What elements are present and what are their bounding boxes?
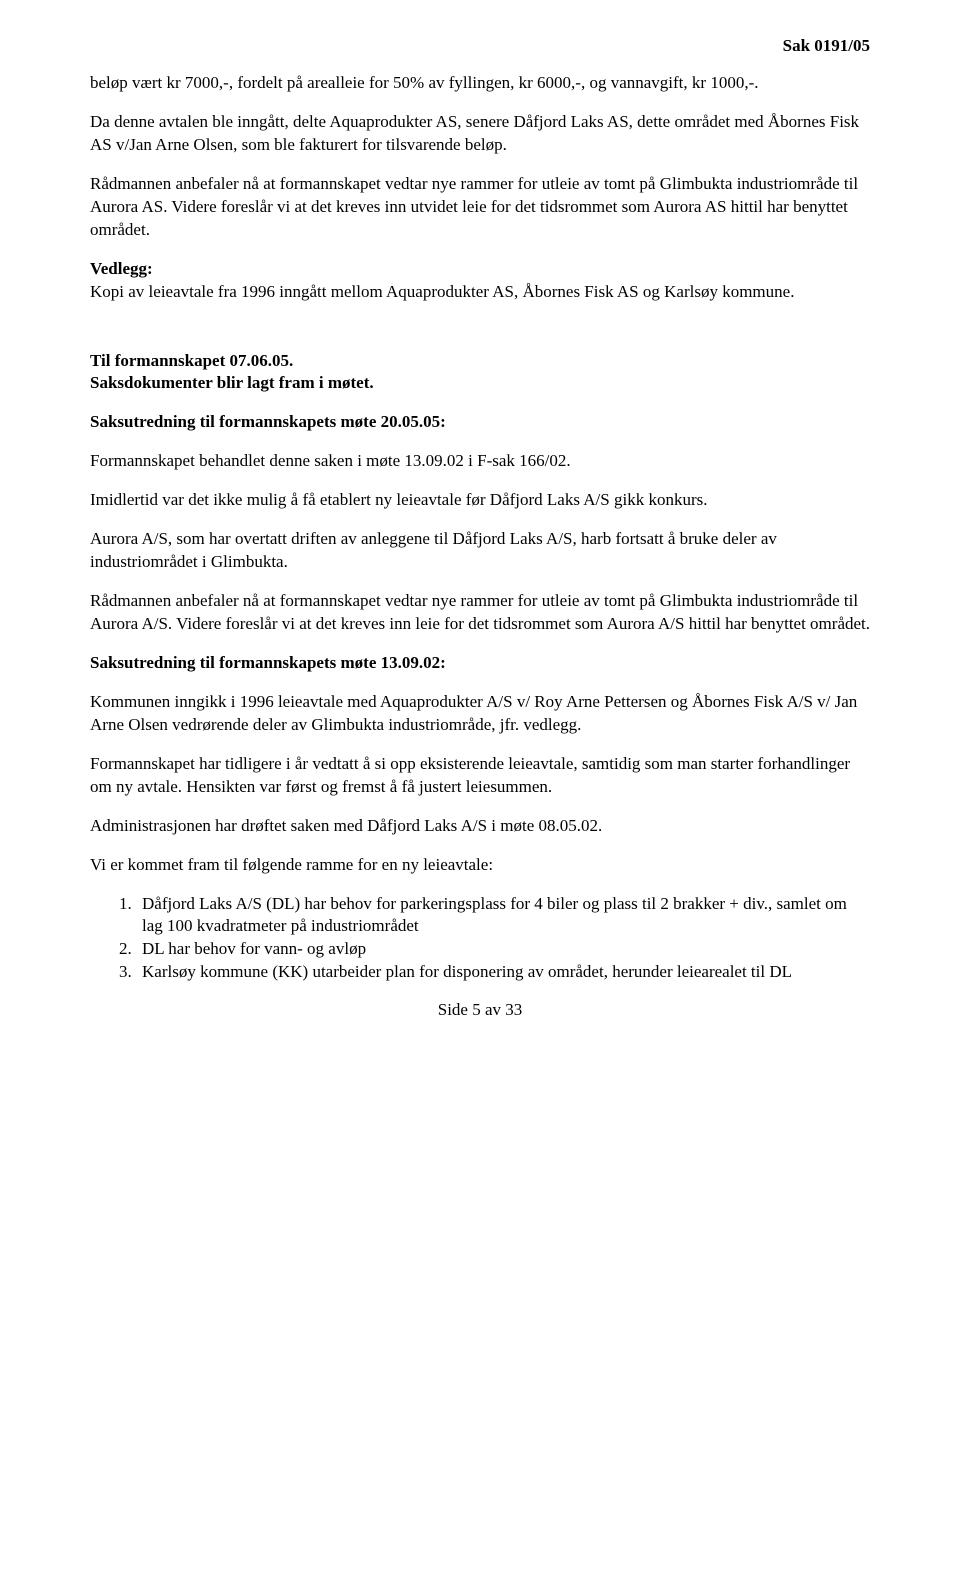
paragraph: Kommunen inngikk i 1996 leieavtale med A… bbox=[90, 691, 870, 737]
paragraph: Da denne avtalen ble inngått, delte Aqua… bbox=[90, 111, 870, 157]
list-item: Dåfjord Laks A/S (DL) har behov for park… bbox=[136, 893, 870, 939]
attachment-section: Vedlegg: Kopi av leieavtale fra 1996 inn… bbox=[90, 258, 870, 304]
case-reference: Sak 0191/05 bbox=[90, 36, 870, 56]
paragraph: Vi er kommet fram til følgende ramme for… bbox=[90, 854, 870, 877]
section-heading: Saksutredning til formannskapets møte 13… bbox=[90, 652, 870, 675]
heading-line: Til formannskapet 07.06.05. bbox=[90, 351, 293, 370]
paragraph: Rådmannen anbefaler nå at formannskapet … bbox=[90, 173, 870, 242]
section-heading: Til formannskapet 07.06.05. Saksdokument… bbox=[90, 350, 870, 396]
heading-line: Saksdokumenter blir lagt fram i møtet. bbox=[90, 373, 374, 392]
paragraph: Rådmannen anbefaler nå at formannskapet … bbox=[90, 590, 870, 636]
document-page: Sak 0191/05 beløp vært kr 7000,-, fordel… bbox=[0, 0, 960, 1050]
paragraph: Administrasjonen har drøftet saken med D… bbox=[90, 815, 870, 838]
page-footer: Side 5 av 33 bbox=[90, 1000, 870, 1020]
paragraph: Imidlertid var det ikke mulig å få etabl… bbox=[90, 489, 870, 512]
paragraph: Formannskapet behandlet denne saken i mø… bbox=[90, 450, 870, 473]
paragraph: Formannskapet har tidligere i år vedtatt… bbox=[90, 753, 870, 799]
paragraph: beløp vært kr 7000,-, fordelt på arealle… bbox=[90, 72, 870, 95]
paragraph: Aurora A/S, som har overtatt driften av … bbox=[90, 528, 870, 574]
attachment-label: Vedlegg: bbox=[90, 259, 153, 278]
numbered-list: Dåfjord Laks A/S (DL) har behov for park… bbox=[90, 893, 870, 985]
list-item: Karlsøy kommune (KK) utarbeider plan for… bbox=[136, 961, 870, 984]
section-heading: Saksutredning til formannskapets møte 20… bbox=[90, 411, 870, 434]
list-item: DL har behov for vann- og avløp bbox=[136, 938, 870, 961]
attachment-body: Kopi av leieavtale fra 1996 inngått mell… bbox=[90, 282, 794, 301]
